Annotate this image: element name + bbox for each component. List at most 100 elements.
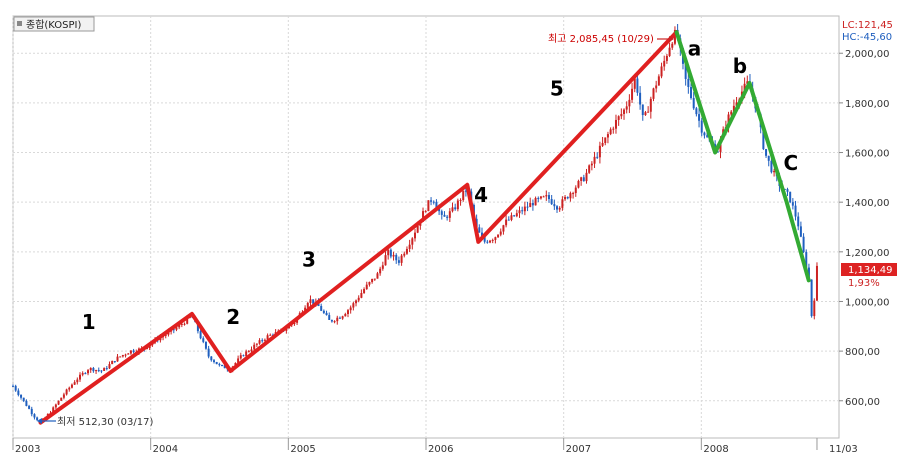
candle-body (639, 92, 642, 105)
candle-body (17, 390, 20, 395)
candle-body (328, 315, 331, 320)
current-price: 1,134,49 (848, 265, 893, 276)
candle-body (596, 156, 599, 158)
candle-body (250, 349, 253, 352)
candle-body (698, 114, 701, 121)
candle-body (363, 289, 366, 293)
candle-body (116, 356, 119, 362)
grid (12, 16, 839, 438)
candle-body (28, 405, 31, 409)
x-tick-label: 2008 (703, 444, 728, 455)
candle-body (791, 202, 794, 206)
candle-body (572, 193, 575, 195)
candle-body (612, 128, 615, 130)
x-tick-label: 2007 (566, 444, 591, 455)
candle-body (692, 98, 695, 109)
candle-body (732, 105, 735, 112)
candle-body (212, 360, 215, 362)
candle-body (81, 373, 84, 375)
candle-body (582, 177, 585, 182)
candle-body (400, 255, 403, 263)
candle-body (598, 145, 601, 158)
current-change: 1,93% (848, 278, 880, 289)
candle-body (76, 379, 79, 383)
candle-body (703, 132, 706, 136)
candle-body (25, 400, 28, 406)
wave-labels: 1 2 3 4 5 a b C (82, 37, 798, 334)
candle-body (413, 232, 416, 239)
candle-body (52, 407, 55, 413)
candle-body (660, 66, 663, 77)
candle-body (451, 207, 454, 212)
low-annotation: 최저 512,30 (03/17) (57, 416, 153, 428)
impulse-wave-line (38, 30, 679, 425)
candle-body (695, 108, 698, 115)
candle-body (663, 60, 666, 67)
wave-label: 4 (474, 183, 488, 207)
candle-body (113, 361, 116, 363)
x-tick-label: 2005 (290, 444, 315, 455)
candle-body (657, 76, 660, 86)
candle-body (202, 338, 205, 342)
candle-body (564, 196, 567, 200)
candle-body (108, 364, 111, 369)
candle-body (127, 353, 130, 355)
candle-body (534, 198, 537, 206)
candle-body (129, 350, 132, 354)
x-axis: 2003 2004 2005 2006 2007 2008 11/03 (12, 438, 858, 455)
candle-body (360, 292, 363, 298)
candle-body (175, 327, 178, 330)
title-box (13, 16, 95, 32)
candle-body (673, 29, 676, 44)
candle-body (196, 322, 199, 332)
candle-body (376, 273, 379, 279)
candle-body (813, 300, 816, 317)
y-axis: 600,00 800,00 1,000,00 1,200,00 1,400,00 1,60… (839, 49, 890, 408)
y-tick-label: 2,000,00 (845, 49, 890, 60)
candle-body (352, 303, 355, 308)
candle-body (604, 137, 607, 143)
candle-body (706, 135, 709, 137)
candle-body (502, 225, 505, 232)
candle-body (556, 206, 559, 210)
candle-body (33, 414, 36, 418)
candle-body (78, 374, 81, 380)
candle-body (387, 249, 390, 256)
candle-body (446, 216, 449, 218)
candle-body (523, 206, 526, 212)
candle-body (690, 86, 693, 99)
candle-body (478, 227, 481, 233)
wave-label: 5 (550, 76, 564, 100)
candle-body (89, 367, 92, 371)
candle-body (577, 180, 580, 188)
candle-body (765, 149, 768, 156)
candle-body (322, 310, 325, 313)
candle-body (210, 356, 213, 361)
x-tick-label: 11/03 (829, 444, 858, 455)
candle-body (593, 156, 596, 164)
candle-body (221, 364, 224, 366)
candle-body (132, 350, 135, 353)
candle-body (773, 170, 776, 173)
candle-body (207, 348, 210, 357)
candle-body (486, 241, 489, 243)
candle-body (199, 331, 202, 339)
candle-body (186, 317, 189, 324)
candle-body (349, 307, 352, 311)
candle-body (312, 299, 315, 304)
candle-body (119, 356, 122, 358)
candle-body (355, 300, 358, 304)
candle-body (518, 210, 521, 214)
y-tick-label: 1,400,00 (845, 198, 890, 209)
candle-body (111, 361, 114, 365)
candle-body (684, 63, 687, 79)
candle-body (459, 200, 462, 202)
candle-body (435, 201, 438, 209)
candle-body (687, 78, 690, 87)
title-marker-icon (17, 21, 22, 26)
candle-body (261, 340, 264, 342)
candle-body (73, 382, 76, 385)
candle-body (239, 355, 242, 359)
